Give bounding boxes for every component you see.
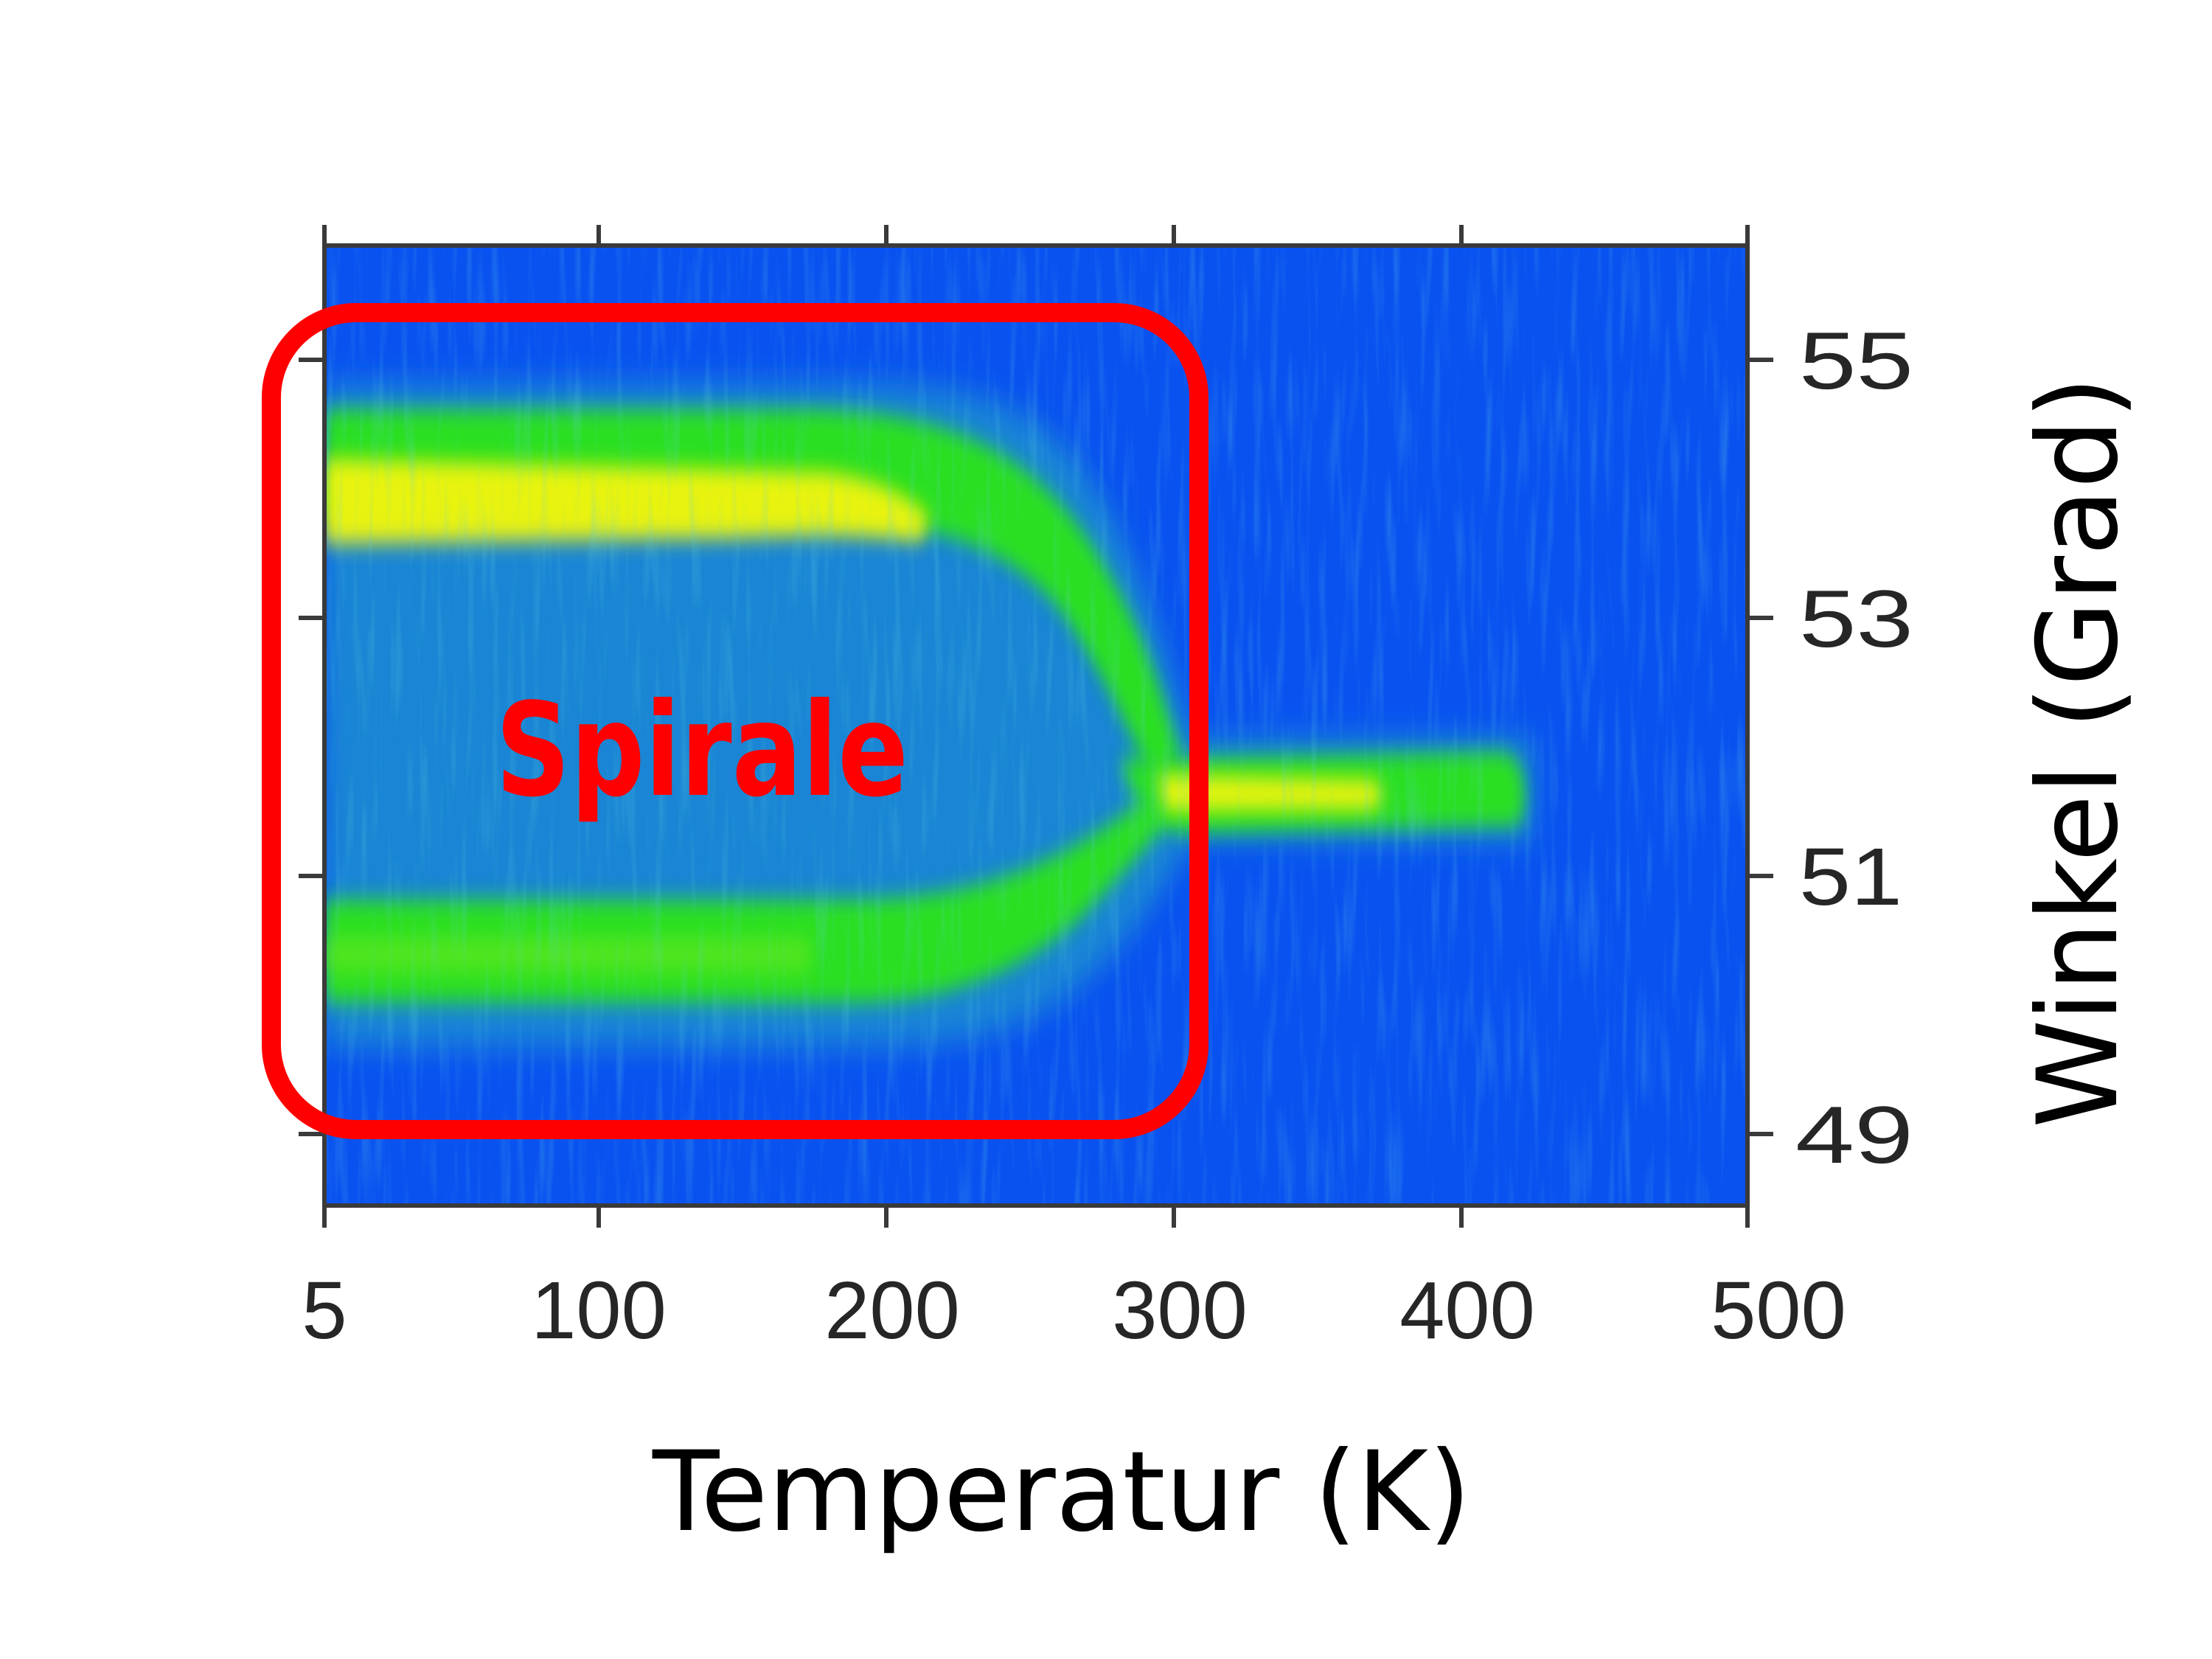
spiral-region-label: Spirale	[495, 676, 908, 826]
y-tick-label: 53	[1799, 574, 1913, 664]
x-tick-label: 5	[302, 1265, 347, 1356]
x-axis-ticks-bottom	[322, 1206, 1750, 1228]
y-axis-title: Winkel (Grad)	[2014, 376, 2143, 1128]
noise-texture	[324, 246, 1747, 1206]
x-tick-label: 400	[1399, 1265, 1535, 1356]
y-tick-labels: 55 53 51 49	[1795, 316, 1913, 1180]
y-tick-label: 55	[1799, 316, 1913, 406]
plot-frame	[322, 243, 1750, 1208]
y-axis-ticks-left	[299, 358, 324, 1136]
x-tick-labels: 5 100 200 300 400 500	[302, 1265, 1846, 1356]
heatmap-plot-area	[324, 246, 1747, 1206]
y-axis-ticks-right	[1747, 358, 1773, 1136]
y-tick-label: 49	[1795, 1090, 1913, 1180]
y-tick-label: 51	[1799, 832, 1902, 922]
x-axis-ticks-top	[322, 225, 1750, 246]
x-tick-label: 100	[531, 1265, 667, 1356]
x-tick-label: 300	[1112, 1265, 1248, 1356]
x-tick-label: 500	[1711, 1265, 1846, 1356]
x-axis-title: Temperatur (K)	[652, 1428, 1471, 1557]
x-tick-label: 200	[824, 1265, 960, 1356]
spiral-region-box	[262, 303, 1208, 1139]
